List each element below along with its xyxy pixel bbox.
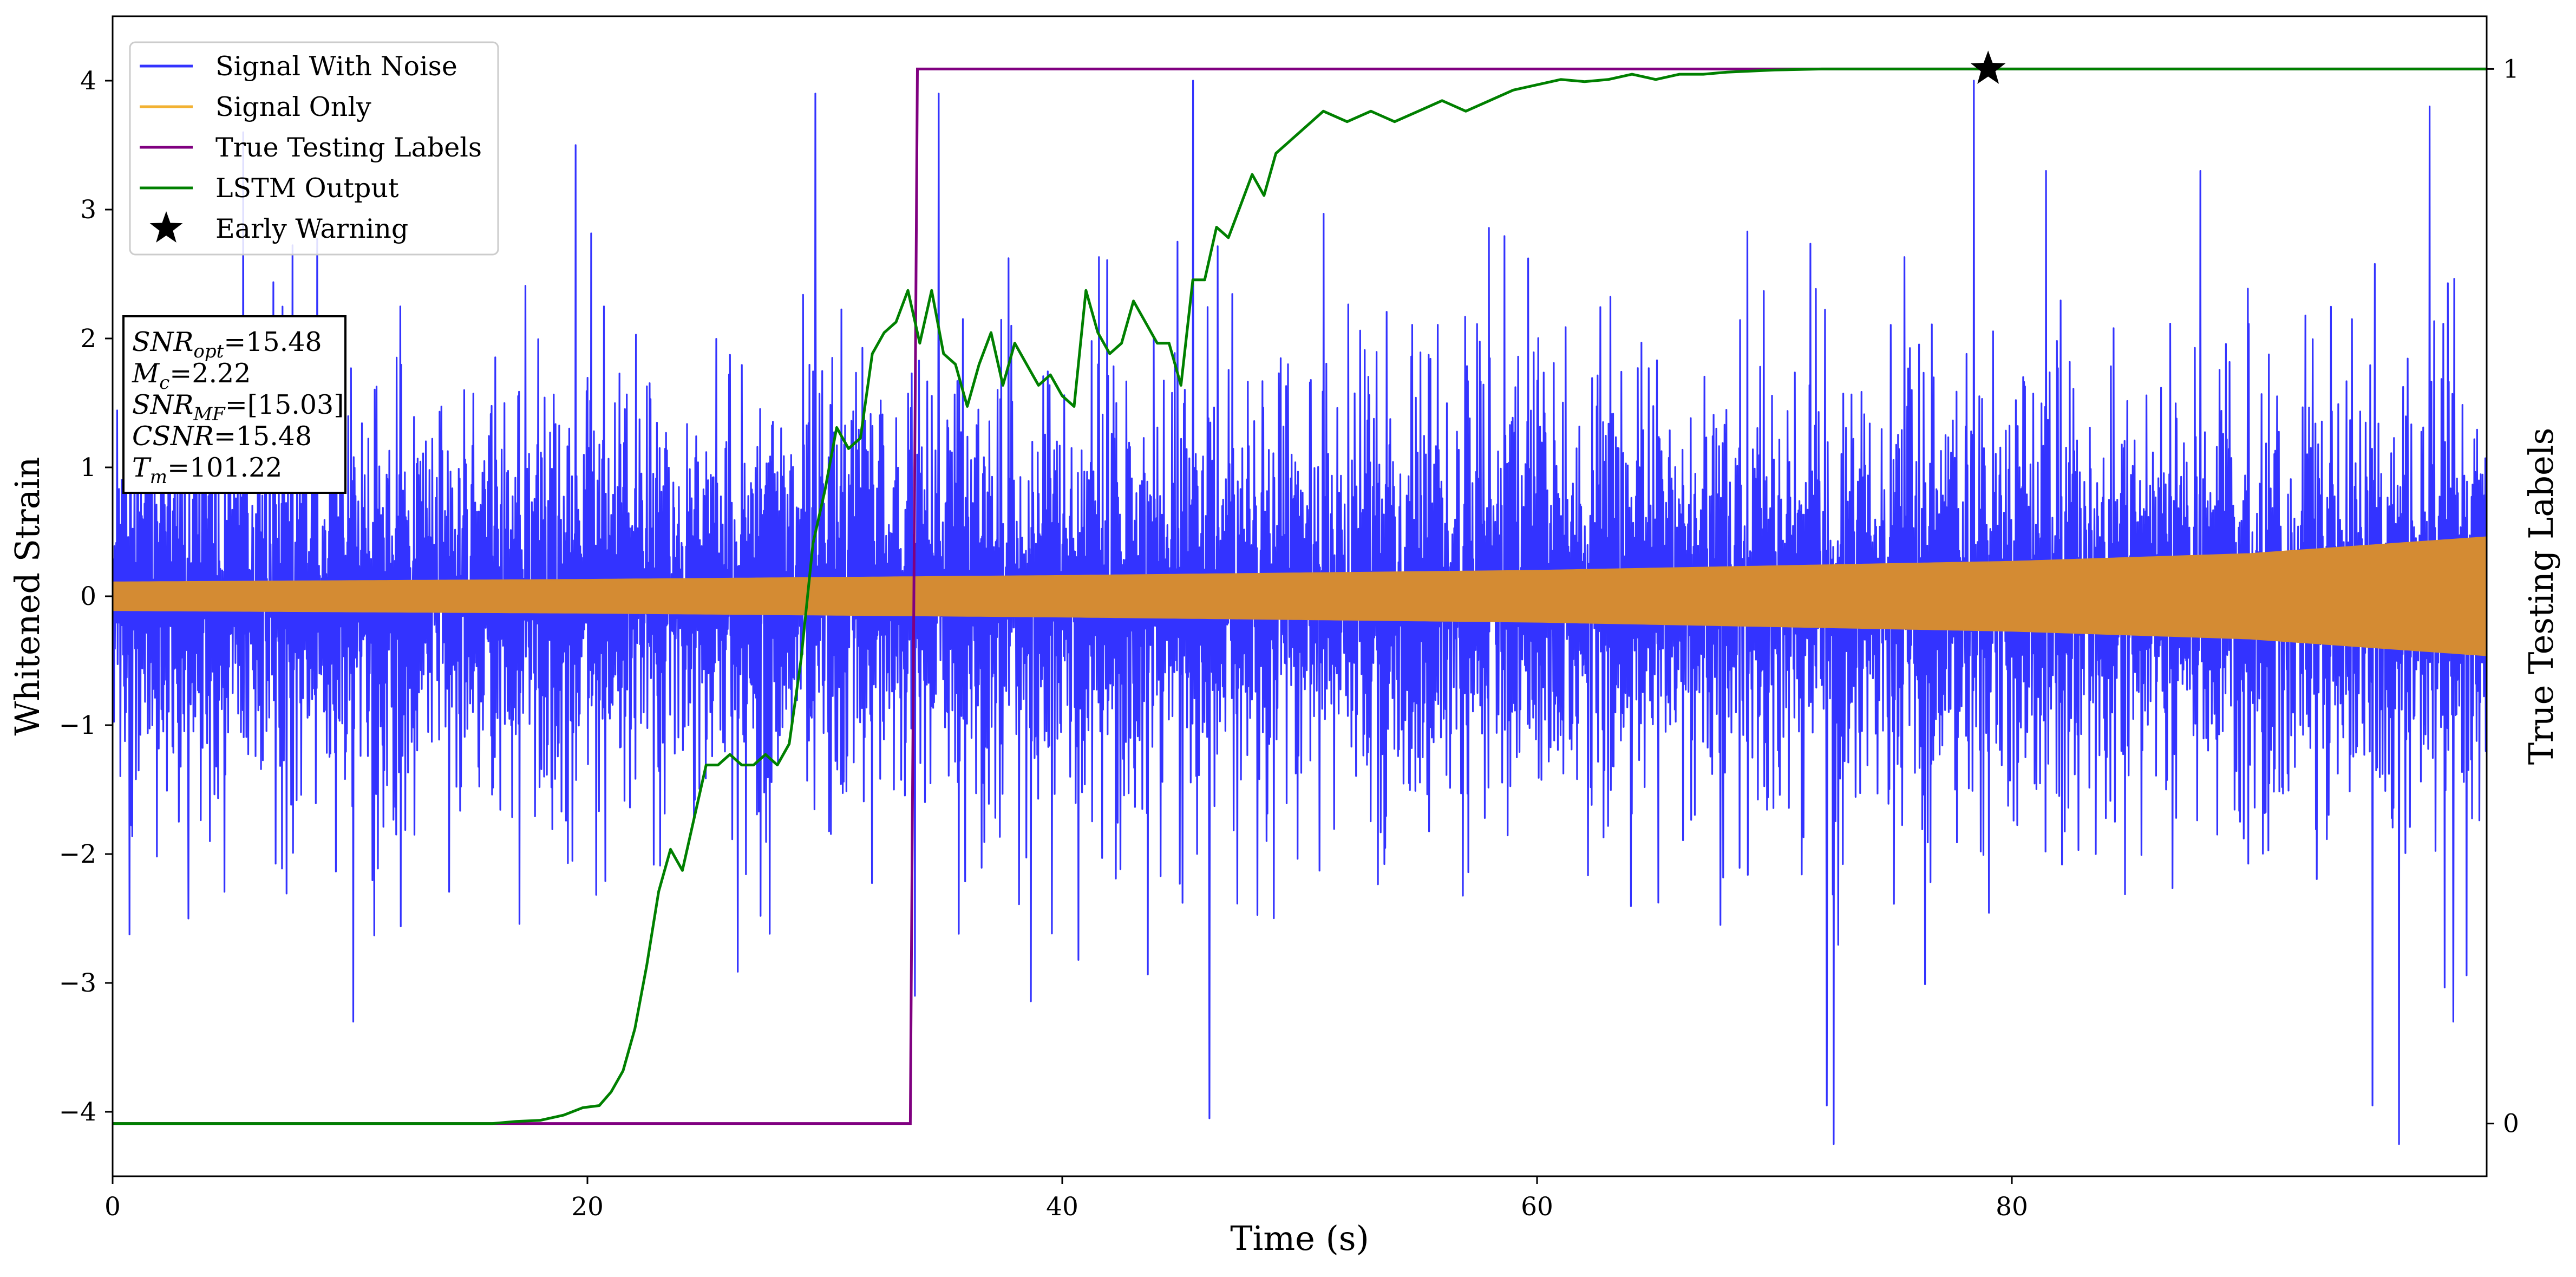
annotation-sub: c bbox=[159, 372, 169, 394]
annotation-box: SNRopt=15.48Mc=2.22SNRMF=[15.03]CSNR=15.… bbox=[122, 315, 346, 494]
y2-axis: 01 bbox=[2487, 54, 2519, 1139]
y-tick-label: 0 bbox=[80, 582, 96, 611]
x-tick-label: 20 bbox=[571, 1192, 604, 1222]
legend-label: Signal With Noise bbox=[215, 51, 457, 82]
annotation-var: CSNR bbox=[132, 421, 214, 452]
legend-star-icon bbox=[149, 211, 183, 243]
x-tick-label: 40 bbox=[1046, 1192, 1078, 1222]
x-axis-title: Time (s) bbox=[1230, 1219, 1369, 1258]
annotation-line: SNRMF=[15.03] bbox=[132, 389, 344, 425]
y-tick-label: 1 bbox=[80, 453, 96, 483]
y-tick-label: 2 bbox=[80, 324, 96, 354]
y-tick-label: 4 bbox=[80, 66, 96, 96]
annotation-line: CSNR=15.48 bbox=[132, 421, 312, 452]
x-tick-label: 60 bbox=[1521, 1192, 1553, 1222]
annotation-var: SNR bbox=[132, 389, 193, 420]
legend-label: True Testing Labels bbox=[215, 132, 482, 163]
annotation-sub: opt bbox=[193, 341, 224, 362]
y-axis: −4 −3 −2 −1 0 1 2 3 4 bbox=[59, 66, 113, 1127]
annotation-sub: MF bbox=[193, 403, 226, 425]
signal-only-band bbox=[113, 536, 2487, 656]
y-tick-label: −2 bbox=[59, 839, 96, 869]
y-tick-label: 3 bbox=[80, 195, 96, 225]
annotation-value: =15.48 bbox=[214, 421, 312, 452]
true-testing-labels-line bbox=[113, 67, 2487, 1125]
annotation-value: =[15.03] bbox=[225, 389, 344, 420]
lstm-output-line bbox=[113, 67, 2487, 1125]
y-tick-label: −4 bbox=[59, 1097, 96, 1127]
x-tick-label: 80 bbox=[1996, 1192, 2028, 1222]
x-axis: 0 20 40 60 80 bbox=[104, 1176, 2028, 1222]
y2-axis-title: True Testing Labels bbox=[2521, 428, 2561, 765]
plot-area bbox=[113, 67, 2487, 1145]
y-axis-title: Whitened Strain bbox=[8, 457, 47, 736]
annotation-value: =101.22 bbox=[167, 452, 283, 483]
annotation-var: SNR bbox=[132, 327, 193, 357]
legend: Signal With Noise Signal Only True Testing… bbox=[129, 41, 499, 256]
annotation-var: T bbox=[132, 452, 152, 483]
annotation-line: Mc=2.22 bbox=[132, 358, 251, 394]
annotation-value: =15.48 bbox=[224, 327, 322, 357]
annotation-value: =2.22 bbox=[169, 358, 251, 389]
y-tick-label: −1 bbox=[59, 711, 96, 740]
y-tick-label: −3 bbox=[59, 968, 96, 998]
legend-label: Early Warning bbox=[215, 213, 408, 244]
annotation-sub: m bbox=[150, 466, 167, 488]
y2-tick-label: 1 bbox=[2503, 54, 2519, 84]
annotation-line: Tm=101.22 bbox=[132, 452, 282, 488]
early-warning-marker bbox=[1970, 50, 2006, 84]
legend-label: Signal Only bbox=[215, 92, 371, 122]
annotation-line: SNRopt=15.48 bbox=[132, 327, 322, 362]
legend-box bbox=[129, 41, 499, 256]
annotation-frame bbox=[122, 315, 346, 494]
legend-label: LSTM Output bbox=[215, 173, 399, 204]
x-tick-label: 0 bbox=[104, 1192, 121, 1222]
y2-tick-label: 0 bbox=[2503, 1109, 2519, 1139]
annotation-var: M bbox=[132, 358, 160, 389]
